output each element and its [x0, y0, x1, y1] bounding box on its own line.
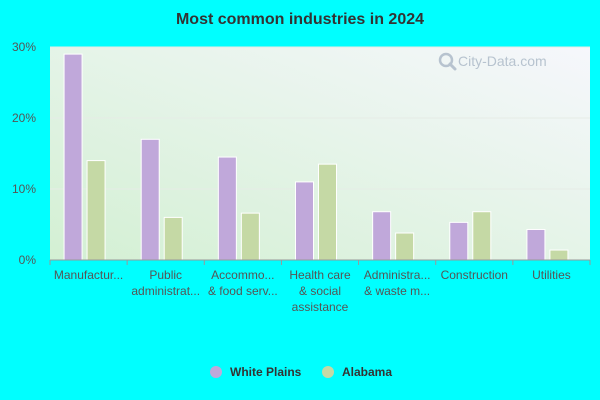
bar-white-plains-0 — [63, 53, 83, 261]
category-label: Administra... — [364, 268, 431, 282]
chart-title: Most common industries in 2024 — [176, 11, 424, 28]
bar-alabama-1 — [163, 216, 183, 261]
y-tick-label: 0% — [19, 253, 37, 267]
bar-white-plains-4 — [372, 211, 392, 261]
category-label: administrat... — [131, 284, 200, 298]
bar-white-plains-6 — [526, 228, 546, 261]
bar-alabama-4 — [395, 232, 415, 261]
category-label: & waste m... — [364, 284, 430, 298]
y-tick-label: 30% — [12, 40, 36, 54]
category-label: Health care — [289, 268, 351, 282]
x-axis-ticks — [49, 260, 591, 265]
category-label: assistance — [292, 300, 349, 314]
legend-label: White Plains — [230, 365, 302, 379]
bar-alabama-5 — [472, 211, 492, 261]
watermark: City-Data.com — [438, 52, 547, 71]
legend: White Plains Alabama — [210, 365, 392, 379]
bar-white-plains-3 — [295, 181, 314, 261]
bar-white-plains-5 — [449, 221, 469, 261]
bar-alabama-0 — [86, 160, 106, 261]
legend-label: Alabama — [342, 365, 392, 379]
bar-white-plains-1 — [140, 138, 160, 261]
y-tick-label: 20% — [12, 111, 36, 125]
bar-alabama-2 — [240, 212, 260, 261]
category-label: Accommo... — [211, 268, 274, 282]
category-label: & food serv... — [208, 284, 278, 298]
category-label: & social — [299, 284, 341, 298]
bar-alabama-6 — [549, 249, 569, 261]
watermark-text: City-Data.com — [458, 53, 547, 69]
y-axis-ticks: 0% 10% 20% 30% — [12, 40, 36, 267]
category-label: Manufactur... — [54, 268, 123, 282]
legend-swatch — [210, 366, 222, 378]
category-labels: Manufactur... Public administrat... Accommo… — [54, 268, 571, 314]
category-label: Public — [149, 268, 182, 282]
legend-swatch — [322, 366, 334, 378]
y-tick-label: 10% — [12, 182, 36, 196]
category-label: Construction — [441, 268, 508, 282]
category-label: Utilities — [532, 268, 571, 282]
bar-white-plains-2 — [217, 156, 237, 261]
magnifier-icon — [438, 52, 457, 71]
bar-alabama-3 — [318, 163, 337, 261]
